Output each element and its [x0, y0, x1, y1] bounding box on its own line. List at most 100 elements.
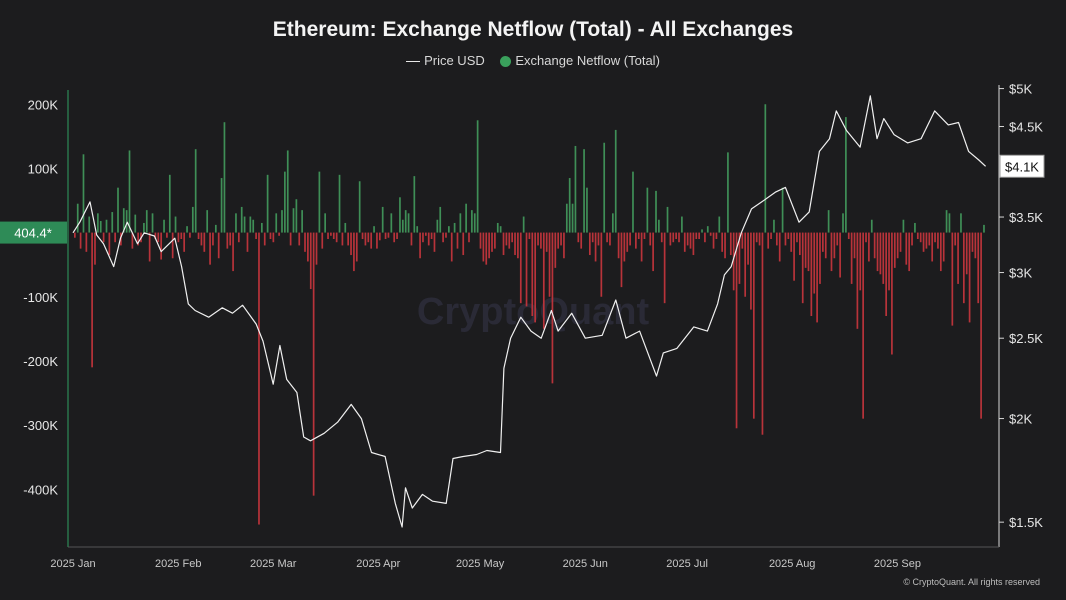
netflow-inflow-bar	[243, 216, 246, 233]
netflow-outflow-bar	[767, 232, 770, 249]
netflow-outflow-bar	[548, 232, 551, 297]
netflow-outflow-bar	[675, 232, 677, 239]
netflow-outflow-bar	[704, 232, 706, 243]
netflow-inflow-bar	[842, 213, 844, 233]
netflow-inflow-bar	[827, 210, 830, 233]
netflow-inflow-bar	[266, 174, 269, 233]
right-tick-label: $5K	[1009, 82, 1032, 97]
netflow-outflow-bar	[876, 232, 879, 272]
legend-price-label: Price USD	[424, 53, 485, 69]
netflow-outflow-bar	[370, 232, 373, 249]
netflow-inflow-bar	[390, 213, 393, 233]
netflow-outflow-bar	[347, 232, 350, 246]
netflow-outflow-bar	[761, 232, 764, 435]
netflow-inflow-bar	[168, 174, 171, 233]
right-tick-label: $1.5K	[1009, 515, 1043, 530]
x-tick-label: 2025 Mar	[250, 558, 297, 570]
netflow-outflow-bar	[928, 232, 931, 246]
right-tick-label: $2.5K	[1009, 331, 1043, 346]
right-tick-label: $2K	[1009, 412, 1032, 427]
netflow-outflow-bar	[715, 232, 718, 239]
netflow-outflow-bar	[350, 232, 352, 256]
netflow-outflow-bar	[698, 232, 700, 239]
netflow-inflow-bar	[286, 150, 289, 233]
netflow-outflow-bar	[882, 232, 885, 284]
price-line-layer	[72, 95, 987, 528]
axes: 200K100K-100K-200K-300K-400K$5K$4.5K$4K$…	[23, 82, 1043, 570]
netflow-inflow-bar	[473, 213, 476, 233]
netflow-inflow-bar	[295, 199, 298, 233]
netflow-outflow-bar	[468, 232, 470, 243]
left-tick-label: 200K	[28, 97, 59, 112]
netflow-outflow-bar	[209, 232, 211, 265]
netflow-outflow-bar	[873, 232, 876, 259]
netflow-outflow-bar	[922, 232, 925, 252]
netflow-outflow-bar	[822, 232, 824, 252]
netflow-outflow-bar	[689, 232, 692, 249]
netflow-outflow-bar	[683, 232, 686, 252]
netflow-outflow-bar	[891, 232, 893, 355]
netflow-inflow-bar	[465, 203, 467, 233]
netflow-inflow-bar	[571, 203, 574, 233]
netflow-outflow-bar	[442, 232, 444, 243]
netflow-inflow-bar	[324, 213, 326, 233]
netflow-inflow-bar	[174, 216, 177, 233]
netflow-inflow-bar	[681, 216, 683, 233]
left-tick-label: -100K	[23, 290, 58, 305]
netflow-outflow-bar	[663, 232, 666, 304]
netflow-outflow-bar	[819, 232, 821, 284]
netflow-outflow-bar	[775, 232, 778, 246]
netflow-inflow-bar	[76, 203, 79, 233]
x-tick-label: 2025 Jan	[50, 558, 95, 570]
netflow-outflow-bar	[678, 232, 680, 243]
netflow-inflow-bar	[870, 219, 873, 233]
netflow-outflow-bar	[462, 232, 465, 256]
netflow-outflow-bar	[758, 232, 761, 246]
netflow-outflow-bar	[853, 232, 856, 259]
netflow-inflow-bar	[186, 226, 188, 233]
netflow-outflow-bar	[433, 232, 436, 252]
netflow-inflow-bar	[727, 152, 729, 233]
netflow-outflow-bar	[893, 232, 896, 268]
netflow-outflow-bar	[183, 232, 186, 252]
netflow-outflow-bar	[315, 232, 318, 265]
netflow-outflow-bar	[102, 232, 105, 243]
netflow-inflow-bar	[252, 219, 255, 233]
netflow-outflow-bar	[94, 232, 96, 265]
netflow-inflow-bar	[373, 226, 375, 233]
netflow-inflow-bar	[240, 206, 243, 233]
netflow-outflow-bar	[620, 232, 623, 288]
netflow-outflow-bar	[980, 232, 982, 419]
netflow-inflow-bar	[318, 171, 321, 233]
legend-item-price[interactable]: Price USD	[406, 53, 485, 68]
netflow-outflow-bar	[931, 232, 934, 262]
netflow-outflow-bar	[965, 232, 968, 275]
netflow-outflow-bar	[508, 232, 511, 249]
netflow-outflow-bar	[799, 232, 801, 256]
netflow-outflow-bar	[312, 232, 315, 496]
netflow-inflow-bar	[902, 219, 905, 233]
netflow-outflow-bar	[491, 232, 493, 252]
legend-item-netflow[interactable]: Exchange Netflow (Total)	[500, 53, 660, 68]
netflow-outflow-bar	[856, 232, 859, 329]
netflow-outflow-bar	[600, 232, 603, 297]
netflow-inflow-bar	[945, 210, 948, 233]
netflow-outflow-bar	[937, 232, 939, 249]
netflow-outflow-bar	[934, 232, 936, 243]
netflow-outflow-bar	[298, 232, 301, 246]
netflow-inflow-bar	[453, 222, 456, 233]
netflow-outflow-bar	[166, 232, 168, 238]
netflow-outflow-bar	[327, 232, 329, 239]
netflow-outflow-bar	[747, 232, 749, 265]
netflow-outflow-bar	[229, 232, 232, 246]
right-tick-label: $4.5K	[1009, 120, 1043, 135]
netflow-outflow-bar	[384, 232, 387, 239]
netflow-outflow-bar	[859, 232, 862, 291]
netflow-outflow-bar	[905, 232, 908, 265]
netflow-outflow-bar	[410, 232, 413, 246]
netflow-inflow-bar	[143, 222, 145, 233]
netflow-outflow-bar	[577, 232, 580, 243]
netflow-outflow-bar	[91, 232, 93, 368]
netflow-inflow-bar	[522, 216, 525, 233]
